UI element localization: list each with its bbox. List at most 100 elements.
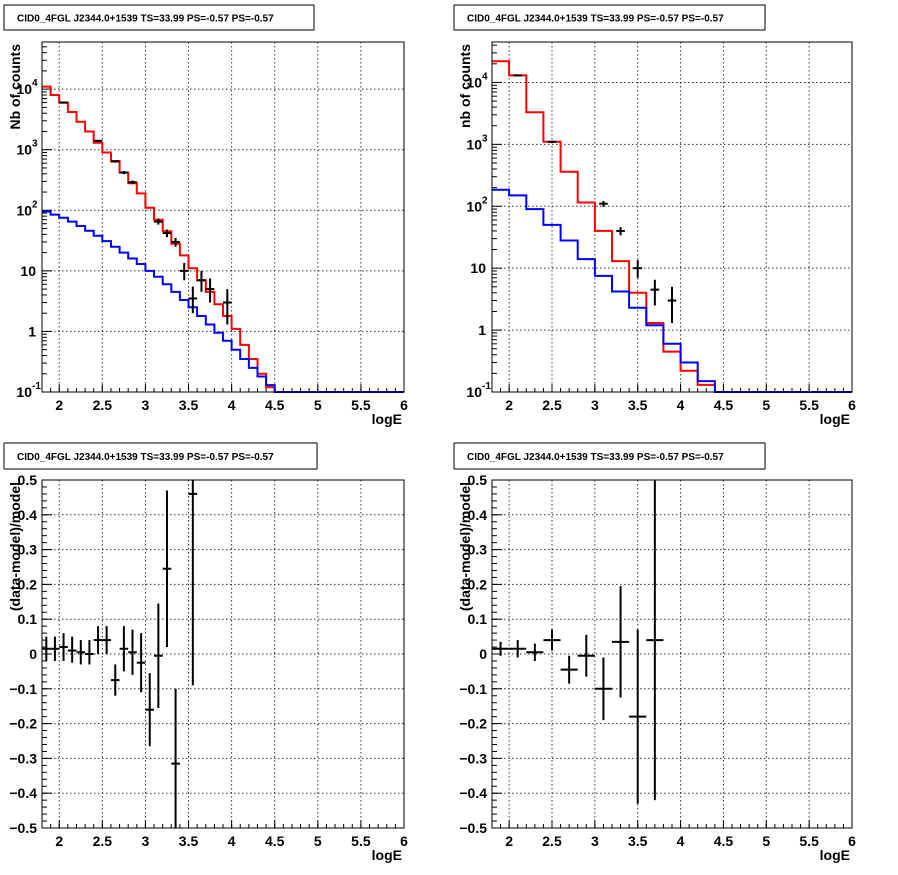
data-point [102,626,111,654]
data-point [543,629,561,651]
data-point [492,641,510,656]
y-tick-label: 0.1 [18,611,38,627]
x-tick-label: 3.5 [628,833,648,849]
y-tick-exponent: -1 [482,381,491,392]
data-point [188,286,198,314]
data-point [93,139,103,142]
y-tick-label: 0.3 [468,542,488,558]
x-tick-label: 4.5 [714,397,734,413]
title-box [453,442,766,470]
y-tick-label: 10 [466,74,482,90]
x-tick-label: 6 [848,833,856,849]
data-point [205,278,215,303]
data-point [76,640,86,665]
data-point [612,586,630,698]
x-tick-label: 3.5 [628,397,648,413]
title-box [453,4,766,31]
data-point [594,657,612,721]
x-tick-label: 3.5 [179,833,199,849]
x-tick-label: 5 [762,833,770,849]
x-tick-label: 5.5 [799,397,819,413]
model-total-histogram [492,60,852,393]
y-tick-label: 0 [479,646,487,662]
y-tick-label: 10 [16,81,32,97]
title-box [3,4,315,31]
y-tick-label: 1 [478,322,486,338]
y-axis-label: (data-model)/model [457,482,473,611]
x-tick-label: 4.5 [265,397,285,413]
data-point [67,636,77,663]
data-point [171,237,180,247]
data-point [179,262,189,281]
y-tick-label: 0.5 [18,472,38,488]
data-point [577,634,595,677]
plot-frame [491,41,853,393]
y-axis-label: (data-model)/model [7,482,23,611]
x-tick-label: 3 [591,397,599,413]
data-point [188,480,198,686]
data-point [162,490,172,648]
x-tick-label: 6 [400,833,408,849]
x-tick-label: 4 [228,833,236,849]
x-tick-label: 6 [400,397,408,413]
chart-title: CID0_4FGL J2344.0+1539 TS=33.99 PS=-0.57… [467,452,724,463]
x-axis-label: logE [820,411,850,427]
data-point [59,633,68,661]
x-tick-label: 2.5 [542,397,562,413]
data-point [136,633,146,693]
chart-title: CID0_4FGL J2344.0+1539 TS=33.99 PS=-0.57… [17,14,274,25]
data-point [646,480,664,801]
y-tick-label: 10 [20,263,36,279]
y-tick-label: −0.1 [459,681,487,697]
counts-panel-right: CID0_4FGL J2344.0+1539 TS=33.99 PS=-0.57… [453,4,856,427]
y-axis-label: Nb of counts [7,44,23,130]
x-tick-label: 4.5 [714,833,734,849]
plot-frame [41,41,405,393]
data-point [223,289,232,325]
x-tick-label: 5 [314,833,322,849]
data-point [119,626,129,672]
y-tick-label: 0.1 [468,611,488,627]
data-point [85,640,94,665]
x-tick-label: 3 [142,397,150,413]
y-tick-label: −0.5 [9,820,37,836]
data-point [110,664,120,696]
x-axis-label: logE [372,411,402,427]
data-point [154,218,163,225]
y-tick-label: −0.3 [459,750,487,766]
chart-title: CID0_4FGL J2344.0+1539 TS=33.99 PS=-0.57… [467,14,724,25]
x-tick-label: 4 [228,397,236,413]
x-tick-label: 5 [314,397,322,413]
title-box [3,442,318,470]
y-tick-label: 10 [466,384,482,400]
y-tick-label: 0.4 [18,507,38,523]
x-tick-label: 3 [591,833,599,849]
data-point [59,101,68,104]
data-point [119,171,129,175]
data-point [110,160,120,163]
data-point [650,279,660,306]
y-tick-label: 10 [470,260,486,276]
y-tick-label: −0.1 [9,681,37,697]
x-tick-label: 2.5 [93,397,113,413]
x-tick-label: 4 [677,833,685,849]
plot-frame [41,479,405,829]
y-tick-label: −0.2 [459,716,487,732]
data-point [629,629,647,804]
x-tick-label: 5 [762,397,770,413]
residuals-panel-right: CID0_4FGL J2344.0+1539 TS=33.99 PS=-0.57… [453,442,856,863]
data-point [633,260,642,278]
data-point [616,227,625,236]
x-tick-label: 2.5 [542,833,562,849]
x-tick-label: 3 [142,833,150,849]
model-total-histogram [42,85,404,393]
data-point [509,640,527,658]
y-tick-label: 0.3 [18,542,38,558]
y-tick-exponent: 2 [482,195,488,206]
data-point [128,629,137,675]
y-tick-label: 0 [29,646,37,662]
y-tick-label: 0.5 [468,472,488,488]
data-point [145,673,155,747]
y-tick-label: −0.4 [9,785,37,801]
